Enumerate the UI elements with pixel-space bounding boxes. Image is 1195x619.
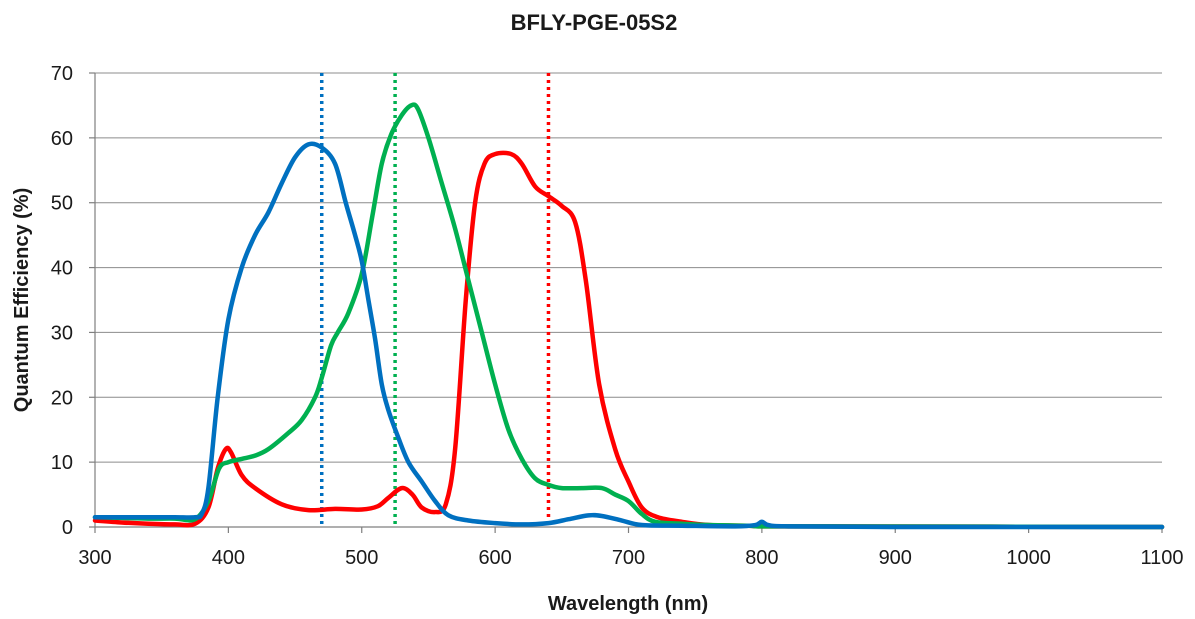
y-tick-label-50: 50: [51, 193, 73, 215]
y-tick-label-20: 20: [51, 387, 73, 409]
x-tick-label-800: 800: [745, 547, 778, 569]
x-tick-label-600: 600: [478, 547, 511, 569]
series-lines: [92, 102, 1165, 530]
chart-title: BFLY-PGE-05S2: [511, 10, 678, 35]
gridlines: [95, 72, 1162, 463]
y-tick-label-0: 0: [62, 517, 73, 539]
tick-labels: 0 10 20 30 40 50 60 70 300 400 500 600 700 800 900 1000…: [51, 63, 1184, 569]
series-line-1: [92, 102, 1165, 530]
reference-lines: [319, 73, 551, 527]
series-line-0: [92, 150, 1165, 530]
x-tick-label-900: 900: [879, 547, 912, 569]
y-tick-label-70: 70: [51, 63, 73, 85]
axes: [89, 72, 1163, 533]
x-axis-title: Wavelength (nm): [548, 593, 708, 615]
x-tick-label-1000: 1000: [1006, 547, 1051, 569]
x-tick-label-300: 300: [78, 547, 111, 569]
x-tick-label-700: 700: [612, 547, 645, 569]
x-tick-label-400: 400: [212, 547, 245, 569]
y-axis-title: Quantum Efficiency (%): [11, 188, 33, 412]
y-tick-label-60: 60: [51, 128, 73, 150]
series-line-2: [92, 141, 1165, 530]
x-tick-label-1100: 1100: [1140, 547, 1183, 569]
y-tick-label-30: 30: [51, 322, 73, 344]
y-tick-label-40: 40: [51, 258, 73, 280]
x-tick-label-500: 500: [345, 547, 378, 569]
y-tick-label-10: 10: [51, 452, 73, 474]
